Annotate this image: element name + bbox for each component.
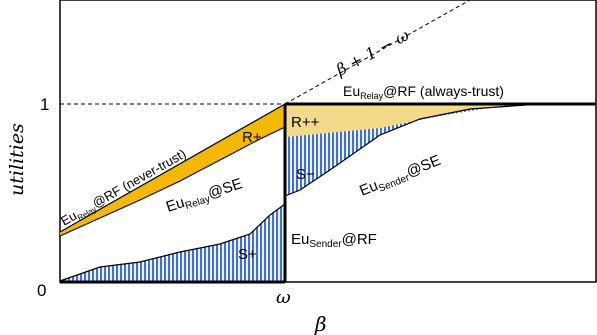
x-axis-label: β — [314, 312, 327, 335]
region-s-plus-label: S+ — [238, 246, 257, 263]
region-s-plus-stripes — [60, 204, 285, 282]
region-r-plus-label: R+ — [242, 129, 262, 146]
region-r-plus-plus-fill — [285, 104, 540, 196]
y-tick-0: 0 — [37, 281, 46, 300]
region-r-plus-fill — [60, 104, 285, 236]
trust-line-dashed — [284, 0, 471, 105]
sender-se-curve — [284, 103, 541, 197]
y-tick-1: 1 — [40, 95, 49, 114]
relay-rf-always-trust-label: EuRelay@RF (always-trust) — [343, 83, 504, 101]
x-tick-omega: ω — [276, 287, 291, 308]
sender-se-label: EuSender@SE — [357, 152, 444, 202]
sender-rf-label: EuSender@RF — [291, 231, 377, 250]
plot-frame — [59, 0, 597, 283]
relay-rf-never-trust-label: EuRelay@RF (never-trust) — [58, 146, 189, 230]
region-s-minus-stripes-lower — [285, 133, 380, 196]
y-axis-label: utilities — [6, 123, 28, 196]
region-s-minus-label: S− — [296, 166, 315, 183]
relay-rf-never-trust-line — [59, 103, 286, 233]
trust-line-label: β + 1 − ω — [332, 25, 412, 80]
region-r-plus-plus-label: R++ — [291, 114, 320, 131]
relay-se-curve — [59, 126, 286, 237]
sender-rf-curve — [59, 203, 286, 282]
